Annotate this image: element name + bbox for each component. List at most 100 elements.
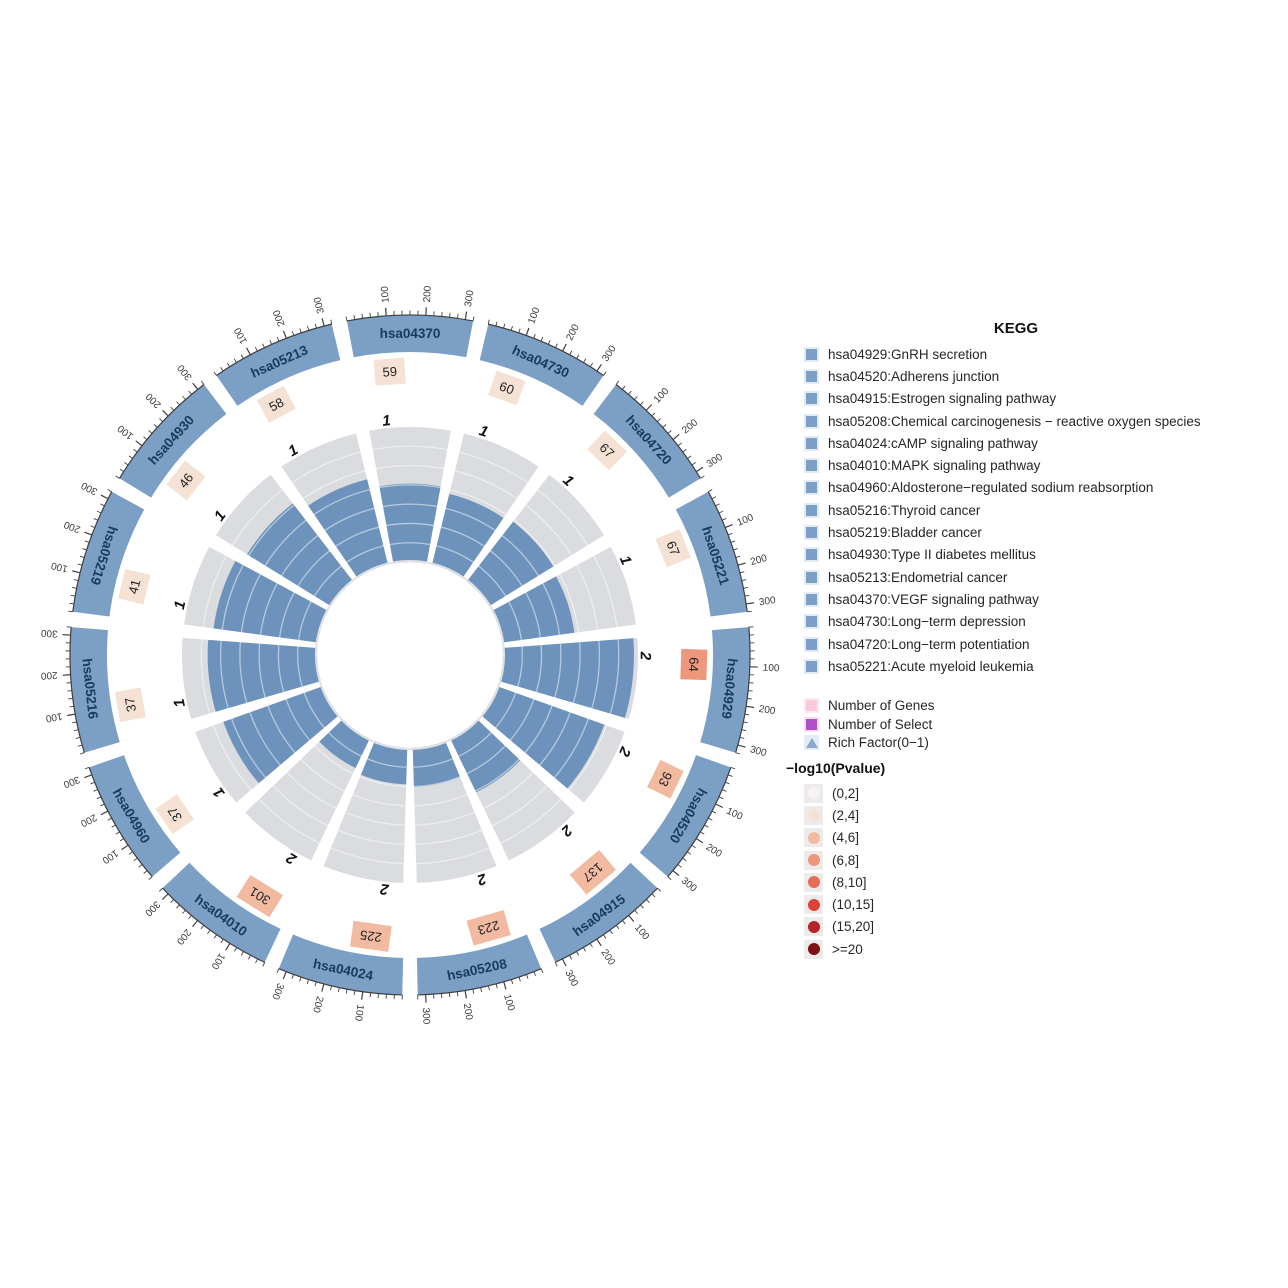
axis-minor-tick (609, 929, 613, 934)
axis-tick-label: 100 (380, 285, 392, 303)
axis-tick-label: 200 (461, 1003, 475, 1022)
axis-minor-tick (115, 831, 120, 835)
track-gridlines (200, 445, 620, 865)
axis-minor-tick (640, 904, 644, 909)
ring-arc-hsa05219 (72, 491, 145, 617)
axis-minor-tick (718, 510, 724, 514)
kegg-legend-items: hsa04929:GnRH secretion hsa04520:Adherens… (786, 343, 1278, 677)
track-gridline (239, 484, 581, 826)
legend-item-hsa04929: hsa04929:GnRH secretion (786, 343, 1278, 365)
gene-count-box-hsa05219 (118, 568, 151, 605)
axis-major-tick (672, 434, 680, 440)
axis-tick-label: 300 (420, 1007, 432, 1025)
axis-minor-tick (682, 448, 687, 453)
axis-major-tick (695, 466, 704, 473)
axis-minor-tick (651, 893, 656, 898)
aesthetic-legend: Number of Genes Number of Select Rich Fact… (786, 696, 935, 752)
axis-tick-label: 300 (679, 875, 699, 894)
axis-minor-tick (715, 503, 720, 507)
axis-minor-tick (708, 817, 713, 821)
rich-factor-arc-hsa04024 (360, 741, 408, 785)
axis-minor-tick (741, 579, 747, 581)
axis-minor-tick (721, 518, 727, 521)
rich-factor-arc-hsa04730 (432, 493, 504, 579)
axis-tick-label: 200 (704, 842, 724, 861)
axis-major-tick (72, 570, 81, 574)
axis-minor-tick (448, 992, 451, 998)
axis-tick-label: 100 (44, 710, 63, 724)
pathway-key-swatch (804, 525, 819, 541)
axis-major-tick (628, 915, 635, 922)
ring-arc-hsa04010 (162, 862, 281, 963)
axis-tick-label: 200 (144, 390, 164, 410)
axis-minor-tick (107, 489, 112, 493)
axis-minor-tick (576, 951, 580, 956)
axis-minor-tick (615, 380, 620, 385)
aes-legend-row: Number of Genes (786, 696, 935, 715)
pathway-key-swatch (804, 480, 819, 496)
pvalue-key-swatch (804, 783, 823, 803)
axis-minor-tick (353, 990, 356, 996)
axis-minor-tick (589, 362, 594, 367)
blue-square-icon (806, 415, 817, 427)
axis-minor-tick (213, 371, 217, 376)
pathway-key-swatch (804, 591, 819, 607)
blue-square-icon (806, 348, 817, 360)
rich-factor-arc-hsa04010 (319, 719, 370, 768)
axis-minor-tick (220, 367, 224, 372)
axis-minor-tick (188, 390, 192, 395)
axis-tick-label: 300 (40, 627, 58, 639)
axis-minor-tick (79, 555, 85, 558)
axis-tick-label: 200 (599, 947, 618, 967)
axis-minor-tick (233, 358, 237, 363)
legend-item-label: hsa04024:cAMP signaling pathway (828, 435, 1038, 451)
axis-minor-tick (667, 430, 672, 434)
axis-major-tick (715, 803, 724, 809)
axis-minor-tick (255, 958, 258, 964)
axis-minor-tick (547, 340, 551, 345)
axis-minor-tick (361, 313, 363, 319)
gene-count-box-hsa05208 (466, 910, 511, 946)
axis-minor-tick (84, 540, 90, 543)
track-gridline (200, 445, 620, 865)
select-count-hsa05213: 1 (285, 441, 301, 460)
pathway-key-swatch (804, 658, 819, 674)
blue-square-icon (806, 527, 817, 539)
axis-minor-tick (337, 987, 340, 993)
axis-tick-label: 200 (62, 518, 82, 534)
segment-hsa04929: 100 200 300 hsa04929 64 2 (637, 626, 780, 759)
pvalue-bin-label: (2,4] (832, 807, 860, 823)
axis-major-tick (645, 404, 653, 411)
ring-arc-hsa04730 (479, 324, 604, 406)
ring-arc-hsa04960 (89, 755, 181, 877)
axis-minor-tick (276, 968, 280, 973)
pvalue-bin-row: (2,4] (786, 804, 885, 826)
pathway-key-swatch (804, 368, 819, 384)
rich-factor-arc-hsa05213 (308, 479, 388, 579)
pvalue-bin-row: (6,8] (786, 849, 885, 871)
axis-minor-tick (262, 962, 266, 967)
axis-minor-tick (700, 475, 705, 479)
axis-major-tick (596, 938, 602, 947)
axis-minor-tick (72, 586, 77, 589)
axis-major-tick (192, 920, 199, 928)
axis-minor-tick (128, 851, 133, 855)
legend-item-label: hsa04520:Adherens junction (828, 368, 1000, 384)
pvalue-bin-label: (4,6] (832, 830, 860, 846)
axis-minor-tick (345, 316, 348, 321)
aes-key-swatch (804, 716, 819, 732)
axis-minor-tick (240, 354, 244, 359)
pathway-ring-label-hsa05216: hsa05216 (79, 658, 100, 721)
axis-minor-tick (687, 851, 692, 855)
axis-tick-label: 100 (116, 422, 136, 441)
axis-minor-tick (744, 594, 750, 597)
select-count-hsa05221: 1 (616, 553, 635, 567)
axis-line-hsa05221 (707, 491, 748, 612)
gene-count-hsa05221: 67 (663, 539, 682, 558)
axis-minor-tick (603, 934, 607, 939)
axis-minor-tick (677, 442, 682, 447)
axis-tick-label: 200 (564, 322, 582, 342)
axis-minor-tick (704, 824, 709, 828)
axis-major-tick (695, 838, 704, 844)
blue-square-icon (806, 460, 817, 472)
